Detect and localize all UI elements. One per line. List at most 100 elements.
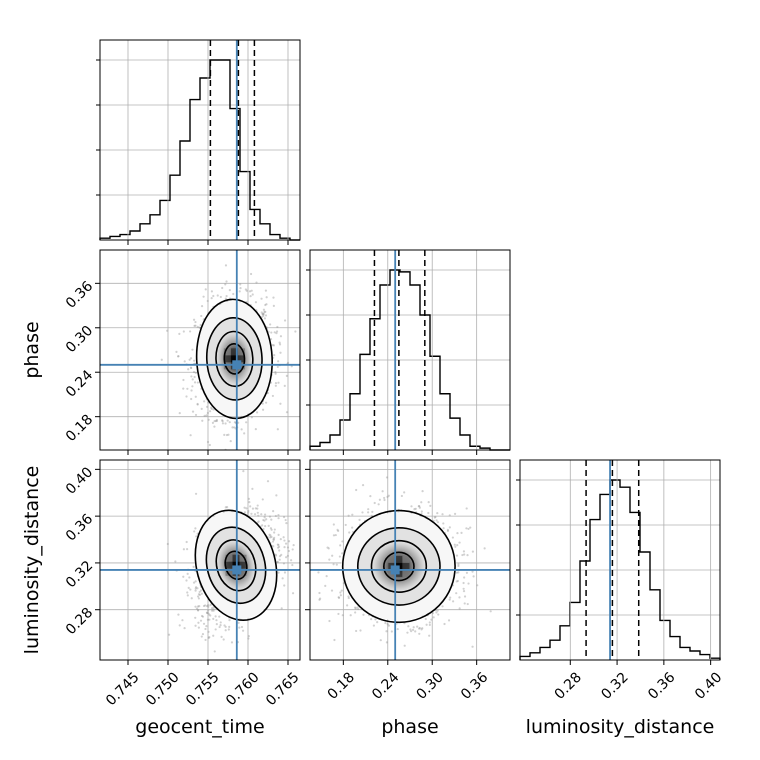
sample-point xyxy=(178,332,181,335)
sample-point xyxy=(185,395,188,398)
sample-point xyxy=(197,597,200,600)
sample-point xyxy=(327,547,330,550)
sample-point xyxy=(269,323,272,326)
sample-point xyxy=(194,605,197,608)
sample-point xyxy=(207,418,210,421)
sample-point xyxy=(233,421,237,424)
sample-point xyxy=(260,297,263,300)
sample-point xyxy=(202,295,205,298)
sample-point xyxy=(428,621,431,624)
sample-point xyxy=(276,325,279,329)
tick-label-x-phase: 0.36 xyxy=(458,669,491,702)
sample-point xyxy=(205,604,209,608)
sample-point xyxy=(224,283,227,286)
sample-point xyxy=(429,504,432,507)
sample-point xyxy=(197,621,200,624)
sample-point xyxy=(261,402,264,405)
sample-point xyxy=(224,629,227,632)
sample-point xyxy=(186,387,189,390)
sample-point xyxy=(373,501,376,505)
sample-point xyxy=(272,296,275,299)
sample-point xyxy=(197,626,200,629)
sample-point xyxy=(266,480,270,483)
sample-point xyxy=(194,527,197,530)
sample-point xyxy=(458,541,461,544)
sample-point xyxy=(190,366,193,370)
sample-point xyxy=(340,589,343,592)
sample-point xyxy=(183,627,186,630)
sample-point xyxy=(285,522,288,525)
sample-point xyxy=(198,593,202,596)
density-core-cell xyxy=(395,555,403,563)
sample-point xyxy=(318,598,321,601)
sample-point xyxy=(214,419,217,423)
sample-point xyxy=(467,527,470,531)
sample-point xyxy=(230,641,234,644)
sample-point xyxy=(421,490,424,493)
sample-point xyxy=(191,348,194,351)
density-core-cell xyxy=(402,569,410,577)
sample-point xyxy=(226,419,229,422)
sample-point xyxy=(441,513,444,516)
tick-label-x-geocent-time: 0.750 xyxy=(143,669,183,709)
sample-point xyxy=(243,432,246,435)
sample-point xyxy=(265,296,268,299)
histogram-frame xyxy=(519,459,721,661)
sample-point xyxy=(251,487,254,490)
xlabel-geocent-time: geocent_time xyxy=(135,716,265,738)
sample-point xyxy=(219,623,222,627)
ylabel-phase: phase xyxy=(21,321,43,379)
sample-point xyxy=(210,296,213,300)
sample-point xyxy=(385,476,389,479)
sample-point xyxy=(224,625,227,628)
tick-label-x-phase: 0.24 xyxy=(369,669,402,702)
sample-point xyxy=(223,624,226,627)
sample-point xyxy=(205,414,208,417)
sample-point xyxy=(198,605,201,608)
sample-point xyxy=(197,593,201,596)
sample-point xyxy=(249,272,253,276)
sample-point xyxy=(196,402,199,406)
sample-point xyxy=(383,498,386,502)
sample-point xyxy=(247,509,250,513)
sample-point xyxy=(267,524,270,527)
tick-label-y-phase: 0.18 xyxy=(63,412,96,445)
sample-point xyxy=(263,513,267,516)
sample-point xyxy=(371,510,374,513)
sample-point xyxy=(194,492,198,495)
sample-point xyxy=(268,533,271,536)
sample-point xyxy=(228,619,231,622)
sample-point xyxy=(436,512,439,515)
sample-point xyxy=(262,527,265,531)
sample-point xyxy=(256,507,259,510)
sample-point xyxy=(261,312,264,315)
sample-point xyxy=(261,524,264,527)
sample-point xyxy=(358,518,361,521)
sample-point xyxy=(250,512,253,515)
sample-point xyxy=(250,416,253,419)
sample-point xyxy=(385,641,389,644)
sample-point xyxy=(207,636,210,639)
sample-point xyxy=(210,407,213,410)
sample-point xyxy=(190,397,193,401)
tick-label-x-geocent-time: 0.745 xyxy=(103,669,143,709)
sample-point xyxy=(318,597,322,600)
sample-point xyxy=(194,395,197,398)
sample-point xyxy=(278,343,282,346)
sample-point xyxy=(206,604,210,607)
sample-point xyxy=(224,297,227,300)
sample-point xyxy=(427,501,430,504)
sample-point xyxy=(181,619,184,622)
sample-point xyxy=(194,320,197,324)
sample-point xyxy=(193,381,197,384)
sample-point xyxy=(262,314,265,318)
sample-point xyxy=(197,595,200,598)
tick-label-x-geocent-time: 0.765 xyxy=(263,669,303,709)
sample-point xyxy=(463,553,466,556)
sample-point xyxy=(463,595,467,598)
sample-point xyxy=(277,517,280,520)
sample-point xyxy=(208,618,211,621)
sample-point xyxy=(264,310,267,313)
sample-point xyxy=(182,330,185,333)
sample-point xyxy=(442,522,445,525)
